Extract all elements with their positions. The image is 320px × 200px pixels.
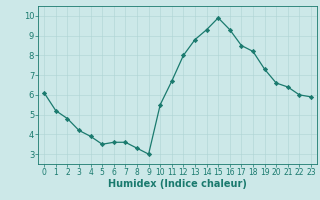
X-axis label: Humidex (Indice chaleur): Humidex (Indice chaleur) [108, 179, 247, 189]
